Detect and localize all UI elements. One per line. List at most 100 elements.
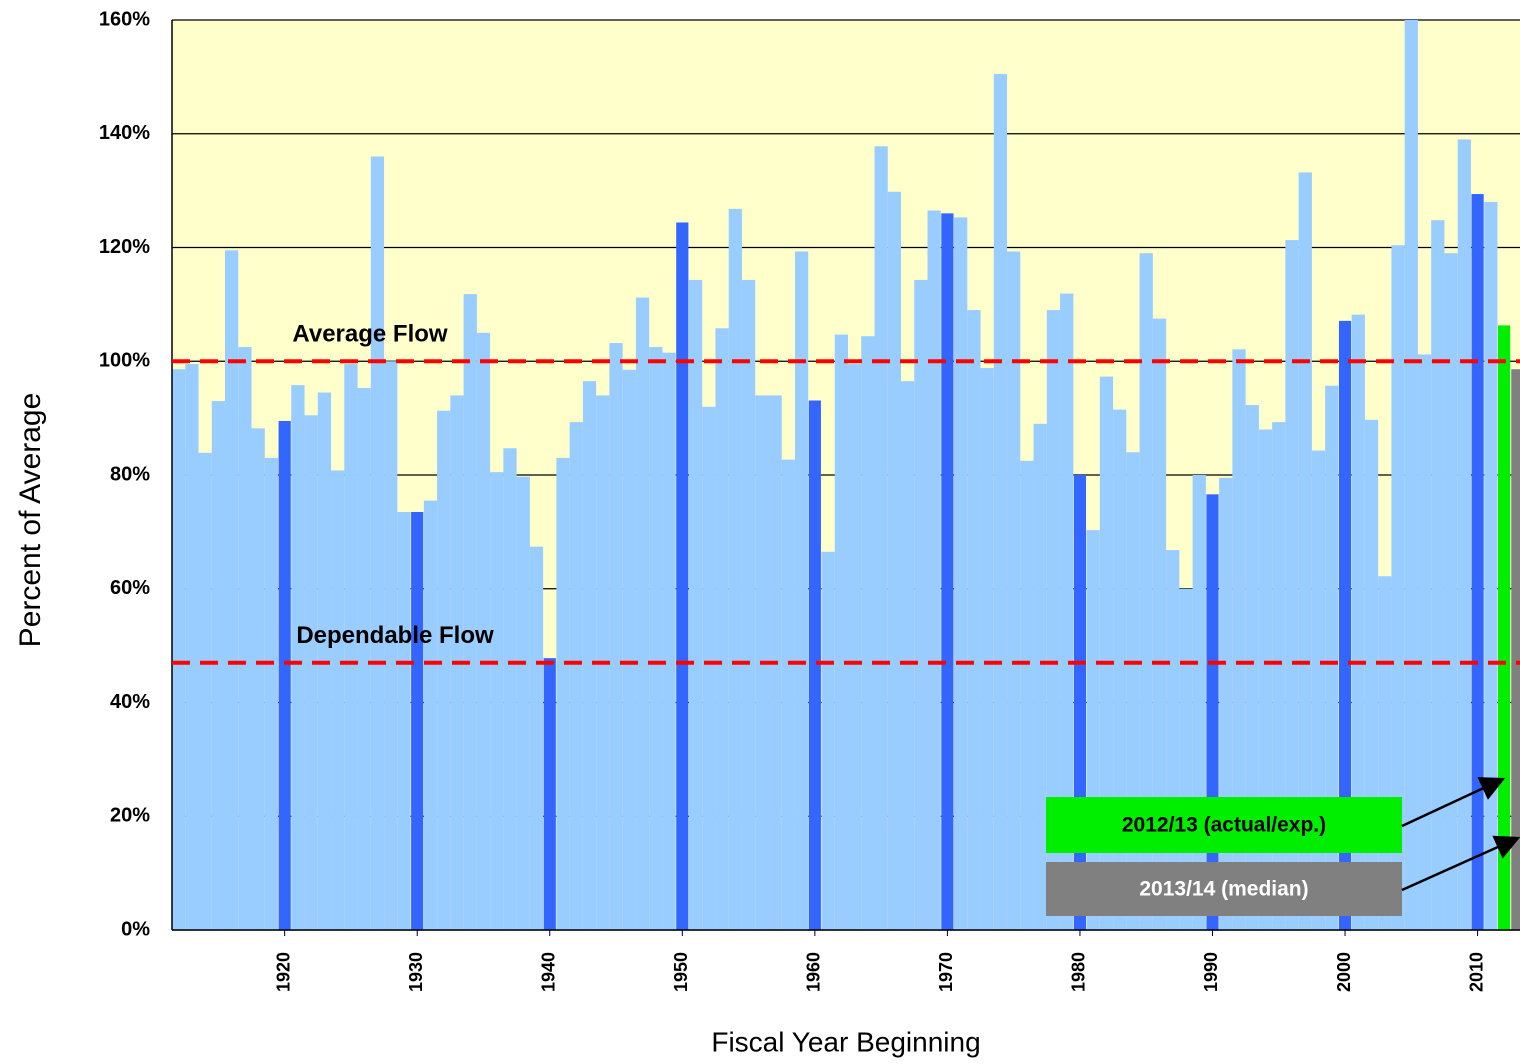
bar	[1431, 220, 1445, 930]
bar	[1484, 202, 1498, 930]
x-tick-label: 2000	[1334, 952, 1354, 992]
bar	[185, 364, 199, 930]
reference-label: Average Flow	[292, 321, 447, 348]
bar	[1073, 475, 1087, 930]
x-tick-label: 1970	[936, 952, 956, 992]
bar	[635, 297, 650, 930]
bar	[941, 213, 954, 930]
bar	[1457, 139, 1471, 930]
bar	[688, 279, 703, 930]
bar	[954, 217, 968, 930]
arrow	[1401, 777, 1506, 828]
bar	[569, 422, 583, 930]
bar	[238, 347, 252, 930]
bar	[861, 336, 875, 931]
bar	[463, 294, 477, 930]
bar	[476, 332, 491, 930]
bar	[397, 511, 411, 930]
bar	[251, 428, 265, 930]
x-tick-label: 1990	[1201, 952, 1221, 992]
bar	[1391, 245, 1405, 931]
x-tick-label: 2010	[1466, 952, 1486, 992]
x-axis-label: Fiscal Year Beginning	[711, 1026, 980, 1057]
bar	[808, 400, 821, 930]
y-tick-label: 40%	[110, 691, 150, 713]
y-tick-label: 140%	[99, 122, 150, 144]
bar	[609, 343, 623, 930]
bar	[887, 191, 902, 930]
bar	[1497, 325, 1511, 930]
bar	[1007, 251, 1021, 930]
bar	[1272, 422, 1286, 930]
bar	[1139, 253, 1153, 930]
y-tick-label: 0%	[121, 918, 150, 940]
bar	[1046, 310, 1061, 930]
bar	[291, 385, 305, 930]
bar	[1417, 354, 1432, 930]
y-axis-label: Percent of Average	[14, 393, 47, 648]
bar	[490, 472, 504, 930]
bar	[1471, 194, 1484, 931]
bar	[967, 310, 981, 930]
bar	[344, 364, 358, 930]
bar	[1060, 293, 1074, 931]
bar	[1311, 450, 1326, 930]
bar	[794, 251, 809, 930]
bar	[582, 381, 597, 930]
annotation-box	[1046, 862, 1402, 916]
y-tick-label: 80%	[110, 463, 150, 485]
bar	[1126, 452, 1140, 930]
x-tick-label: 1920	[273, 952, 293, 992]
bar	[1232, 349, 1246, 930]
bar	[1325, 385, 1339, 930]
y-tick-label: 100%	[99, 350, 150, 372]
bar	[331, 470, 345, 930]
x-tick-label: 1980	[1069, 952, 1089, 992]
bar	[1351, 314, 1365, 930]
bar	[1152, 318, 1167, 930]
bar	[304, 415, 318, 930]
bar	[370, 156, 385, 930]
bar	[423, 500, 438, 930]
bar	[1338, 320, 1352, 930]
bar	[1404, 20, 1418, 930]
bar	[847, 364, 862, 930]
bar	[503, 448, 517, 930]
bar	[556, 457, 570, 930]
bar	[225, 250, 239, 930]
bar	[1192, 475, 1206, 930]
y-tick-label: 20%	[110, 805, 150, 827]
bar	[543, 658, 556, 930]
bar	[993, 74, 1008, 930]
x-tick-label: 1940	[539, 952, 559, 992]
bar	[278, 420, 291, 930]
bar	[901, 381, 915, 930]
x-tick-label: 1960	[804, 952, 824, 992]
bar	[1020, 460, 1034, 930]
bar	[980, 368, 994, 930]
x-tick-label: 1950	[671, 952, 691, 992]
y-tick-label: 160%	[99, 8, 150, 30]
bar	[264, 457, 279, 930]
annotation-box	[1046, 797, 1402, 853]
bar	[781, 459, 795, 930]
bar	[741, 279, 756, 930]
bar	[821, 551, 835, 930]
bar	[728, 208, 742, 930]
bar	[702, 406, 716, 930]
bar	[1099, 376, 1114, 930]
bar	[529, 546, 544, 930]
bar	[715, 328, 729, 930]
arrow	[1401, 835, 1520, 892]
bar	[649, 347, 663, 930]
x-tick-label: 1930	[406, 952, 426, 992]
bar	[662, 352, 676, 930]
bar	[1285, 240, 1299, 930]
reference-label: Dependable Flow	[296, 622, 494, 649]
annotation: 2013/14 (median)	[1139, 878, 1308, 901]
bar	[1511, 369, 1520, 930]
bar	[622, 369, 636, 930]
bar	[914, 279, 928, 930]
bar	[676, 222, 689, 931]
